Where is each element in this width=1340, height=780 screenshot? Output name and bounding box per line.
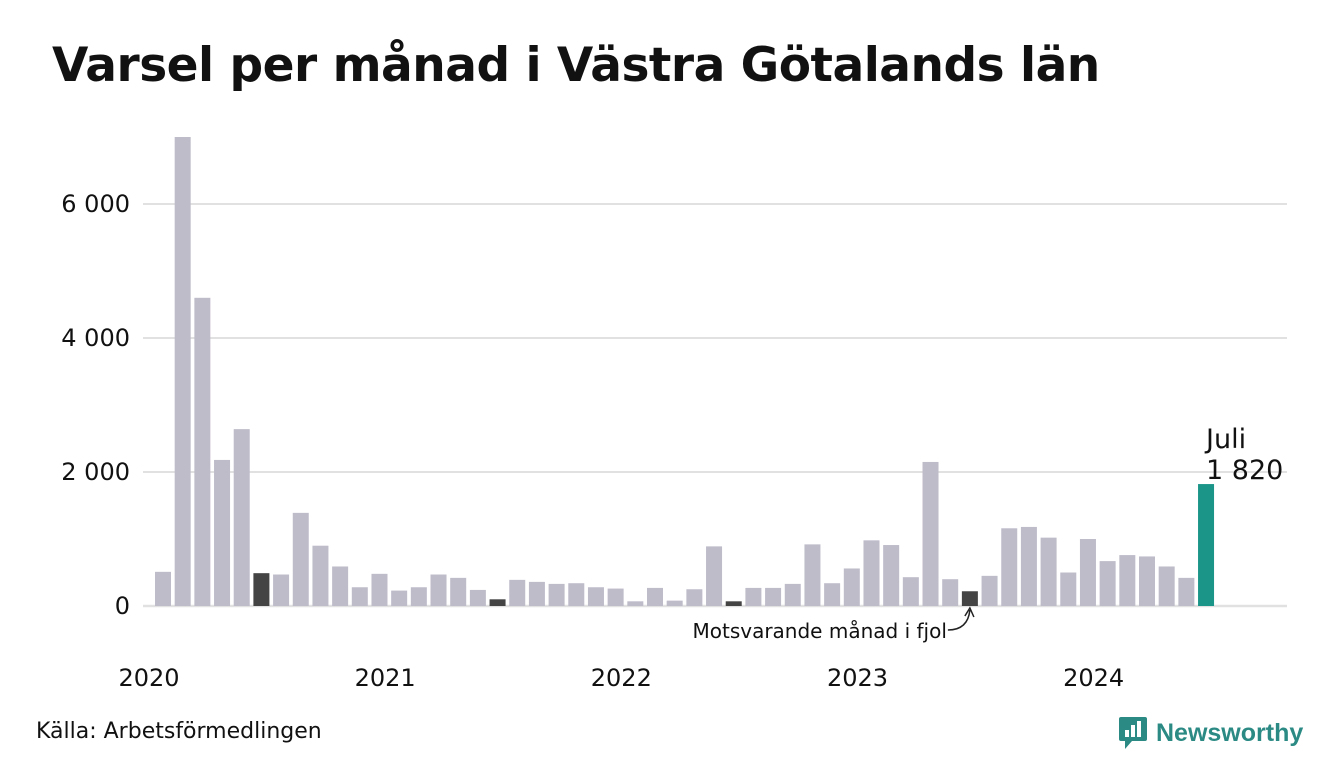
bar — [1119, 555, 1136, 606]
bar — [961, 591, 978, 606]
bar — [292, 512, 309, 606]
current-month-label: Juli — [1204, 424, 1246, 455]
bar — [233, 429, 250, 606]
bar — [1099, 561, 1116, 606]
bar — [273, 574, 290, 606]
bar — [1079, 539, 1096, 606]
bar — [548, 583, 565, 606]
bar — [371, 573, 388, 606]
bar — [214, 459, 231, 606]
bar — [391, 590, 408, 606]
bar — [804, 544, 821, 606]
newsworthy-logo[interactable]: Newsworthy — [1118, 714, 1303, 752]
bar — [312, 545, 329, 606]
source-text: Källa: Arbetsförmedlingen — [36, 719, 322, 744]
bar — [1178, 577, 1195, 606]
chart-title: Varsel per månad i Västra Götalands län — [52, 38, 1100, 93]
bar — [1198, 484, 1215, 606]
bar — [706, 546, 723, 606]
bar — [509, 579, 526, 606]
bar — [587, 587, 604, 606]
bar — [686, 589, 703, 606]
bar — [902, 577, 919, 606]
bar — [194, 297, 211, 606]
x-tick-label: 2024 — [1063, 664, 1124, 692]
bar — [155, 571, 171, 606]
current-value-label: 1 820 — [1206, 455, 1283, 486]
bar-chart: 0 2 000 4 000 6 000 2020 2021 2022 2023 2024 Ju… — [61, 137, 1287, 692]
newsworthy-logo-icon — [1119, 717, 1147, 749]
bar — [942, 579, 959, 606]
bar — [981, 575, 998, 606]
bar — [351, 587, 368, 606]
bar — [528, 581, 545, 606]
bars — [155, 137, 1215, 606]
bar — [863, 540, 880, 606]
bar — [1040, 537, 1057, 606]
bar — [725, 601, 742, 606]
annotation-arrow-head — [964, 606, 975, 618]
bar — [647, 587, 663, 606]
y-tick-label: 2 000 — [61, 458, 130, 486]
bar — [784, 583, 801, 606]
y-tick-label: 6 000 — [61, 190, 130, 218]
bar — [765, 587, 782, 606]
x-tick-label: 2021 — [355, 664, 416, 692]
bar — [1060, 572, 1077, 606]
y-tick-label: 4 000 — [61, 324, 130, 352]
bar — [410, 587, 427, 606]
bar — [332, 566, 349, 606]
x-tick-label: 2023 — [827, 664, 888, 692]
bar — [883, 545, 900, 606]
bar — [745, 587, 762, 606]
bar — [627, 601, 644, 606]
bar — [430, 574, 447, 606]
x-tick-label: 2020 — [118, 664, 179, 692]
bar — [450, 577, 467, 606]
bar — [607, 588, 624, 606]
annotation-arrow-line — [947, 609, 971, 631]
newsworthy-logo-text: Newsworthy — [1156, 718, 1304, 747]
bar — [489, 599, 506, 606]
bar — [568, 583, 585, 606]
y-tick-label: 0 — [115, 592, 130, 620]
bar — [174, 137, 191, 606]
x-tick-label: 2022 — [591, 664, 652, 692]
bar — [666, 600, 683, 606]
x-axis-labels: 2020 2021 2022 2023 2024 — [118, 664, 1124, 692]
annotation-text: Motsvarande månad i fjol — [692, 619, 946, 643]
bar — [843, 568, 860, 606]
bar — [1020, 526, 1037, 606]
bar — [922, 461, 939, 606]
y-axis-labels: 0 2 000 4 000 6 000 — [61, 190, 130, 620]
bar — [1158, 566, 1175, 606]
bar — [824, 583, 841, 606]
bar — [1139, 556, 1155, 606]
bar — [253, 573, 270, 606]
bar — [1001, 528, 1018, 606]
bar — [469, 589, 486, 606]
